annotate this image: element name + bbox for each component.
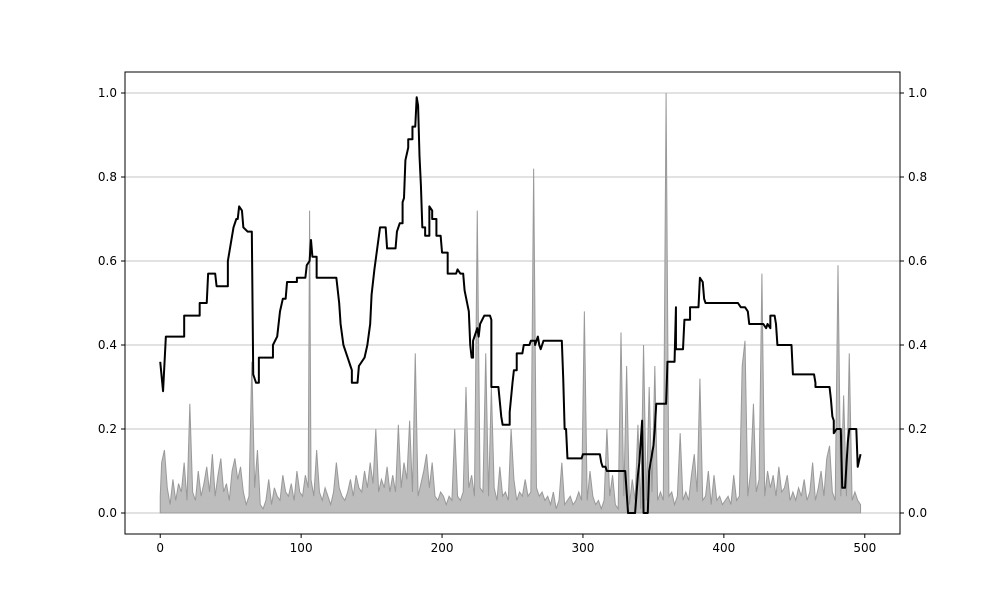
- y-tick-label-left: 0.6: [98, 254, 117, 268]
- area-series-fill: [159, 92, 862, 514]
- y-tick-label-right: 0.0: [908, 506, 927, 520]
- y-tick-label-right: 0.2: [908, 422, 927, 436]
- x-tick-label: 400: [712, 541, 735, 555]
- y-tick-label-left: 1.0: [98, 86, 117, 100]
- y-tick-label-left: 0.4: [98, 338, 117, 352]
- y-tick-label-left: 0.8: [98, 170, 117, 184]
- y-tick-label-right: 1.0: [908, 86, 927, 100]
- y-axis-left: 0.0 0.2 0.4 0.6 0.8 1.0: [98, 86, 125, 520]
- x-tick-label: 0: [156, 541, 164, 555]
- y-tick-label-left: 0.2: [98, 422, 117, 436]
- x-tick-label: 300: [572, 541, 595, 555]
- y-tick-label-left: 0.0: [98, 506, 117, 520]
- plot-frame: [124, 71, 901, 535]
- y-tick-label-right: 0.8: [908, 170, 927, 184]
- x-axis: 0 100 200 300 400 500: [156, 534, 876, 555]
- y-tick-label-right: 0.4: [908, 338, 927, 352]
- x-tick-label: 200: [431, 541, 454, 555]
- y-axis-right: 0.0 0.2 0.4 0.6 0.8 1.0: [900, 86, 927, 520]
- area-series: [159, 92, 862, 514]
- line-series: [159, 96, 862, 514]
- x-tick-label: 100: [290, 541, 313, 555]
- y-tick-label-right: 0.6: [908, 254, 927, 268]
- line-series-path: [159, 96, 862, 514]
- x-tick-label: 500: [853, 541, 876, 555]
